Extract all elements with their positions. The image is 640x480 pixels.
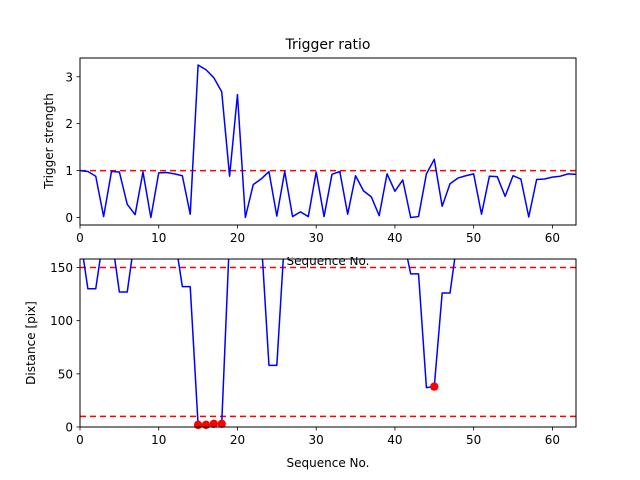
top-axes-frame [79, 57, 577, 226]
top-series-line-0 [80, 64, 576, 219]
bottom-plot-area [79, 258, 577, 430]
top-x-axis-label: Sequence No. [287, 254, 370, 268]
bottom-x-tick-label: 50 [466, 433, 481, 447]
bottom-marker-point [201, 420, 211, 430]
bottom-axes-frame [79, 258, 577, 428]
top-y-tick-label: 1 [65, 164, 73, 178]
bottom-marker-point [209, 419, 219, 429]
top-x-tick-label: 20 [230, 231, 245, 245]
top-y-tick-label: 0 [65, 211, 73, 225]
top-plot-area [79, 57, 577, 226]
top-y-tick-label: 3 [65, 70, 73, 84]
bottom-x-tick-label: 30 [309, 433, 324, 447]
bottom-x-tick-label: 0 [76, 433, 84, 447]
bottom-x-axis-label: Sequence No. [287, 456, 370, 470]
bottom-x-tick-label: 40 [387, 433, 402, 447]
bottom-x-tick-label: 60 [545, 433, 560, 447]
bottom-y-tick-label: 150 [50, 261, 73, 275]
trigger-ratio-chart: Trigger ratio 0 10 20 30 40 50 60 0 1 2 3 Sequenc… [42, 37, 577, 268]
top-x-tick-label: 60 [545, 231, 560, 245]
bottom-marker-point [430, 382, 439, 391]
top-x-tick-label: 0 [76, 231, 84, 245]
bottom-y-axis-label: Distance [pix] [24, 301, 38, 385]
bottom-y-axis: 0 50 100 150 [50, 261, 80, 435]
top-x-tick-label: 10 [151, 231, 166, 245]
top-x-tick-label: 40 [387, 231, 402, 245]
bottom-x-tick-label: 10 [151, 433, 166, 447]
bottom-y-tick-label: 0 [65, 421, 73, 435]
bottom-y-tick-label: 100 [50, 314, 73, 328]
top-y-axis-label: Trigger strength [42, 93, 56, 190]
top-chart-title: Trigger ratio [284, 37, 370, 53]
distance-chart: 0 10 20 30 40 50 60 0 50 100 150 Sequence No. Dis… [24, 248, 580, 470]
bottom-x-tick-label: 20 [230, 433, 245, 447]
bottom-x-axis: 0 10 20 30 40 50 60 [76, 427, 560, 447]
top-y-tick-label: 2 [65, 117, 73, 131]
top-y-axis: 0 1 2 3 [65, 70, 80, 225]
top-x-axis: 0 10 20 30 40 50 60 [76, 225, 560, 245]
bottom-panel-backdrop [76, 248, 580, 257]
bottom-marker-point [217, 419, 226, 429]
bottom-y-tick-label: 50 [58, 367, 73, 381]
top-x-tick-label: 30 [309, 231, 324, 245]
top-x-tick-label: 50 [466, 231, 481, 245]
bottom-marker-point [193, 420, 203, 430]
